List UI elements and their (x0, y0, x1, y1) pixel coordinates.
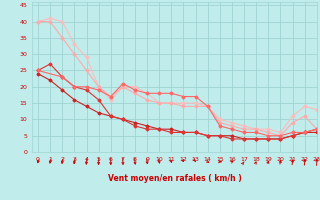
X-axis label: Vent moyen/en rafales ( km/h ): Vent moyen/en rafales ( km/h ) (108, 174, 241, 183)
